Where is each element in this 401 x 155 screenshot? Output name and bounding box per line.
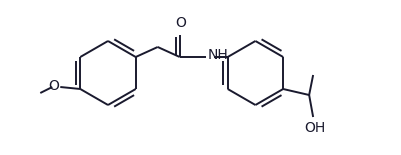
Text: OH: OH (304, 121, 326, 135)
Text: O: O (49, 79, 59, 93)
Text: NH: NH (208, 48, 229, 62)
Text: O: O (175, 16, 186, 30)
